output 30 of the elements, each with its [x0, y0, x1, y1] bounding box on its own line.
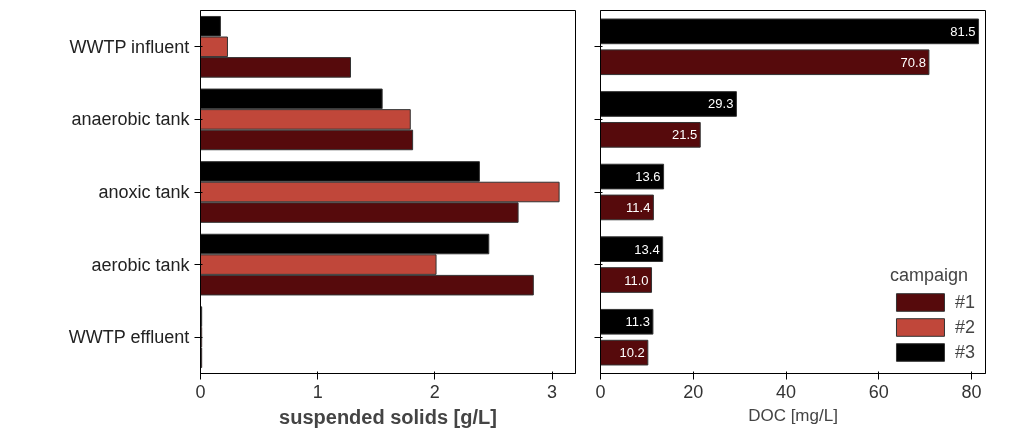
data-label: 10.2: [619, 345, 645, 361]
x-tick-label: 20: [683, 381, 704, 402]
x-tick-label: 0: [595, 381, 606, 402]
data-label: 11.3: [625, 314, 650, 330]
y-tick-label: aerobic tank: [91, 254, 191, 275]
y-tick-label: anaerobic tank: [71, 109, 191, 130]
x-tick-label: 1: [312, 381, 323, 402]
x-tick-label: 40: [776, 381, 797, 402]
legend-label: #1: [954, 291, 975, 313]
legend-label: #2: [954, 316, 975, 338]
x-tick-label: 3: [547, 381, 558, 402]
data-label: 11.4: [626, 199, 651, 215]
x-tick-label: 80: [961, 381, 982, 402]
y-tick-label: WWTP influent: [69, 36, 190, 57]
x-tick-label: 0: [195, 381, 206, 402]
data-label: 21.5: [671, 127, 698, 143]
y-tick-label: WWTP effluent: [68, 327, 190, 348]
x-axis-title: suspended solids [g/L]: [279, 405, 497, 428]
data-label: 81.5: [950, 23, 976, 39]
data-label: 29.3: [708, 96, 734, 112]
data-label: 11.0: [624, 272, 649, 288]
data-label: 13.4: [634, 241, 660, 257]
data-label: 70.8: [900, 54, 926, 70]
legend-label: #3: [954, 341, 975, 363]
x-tick-label: 60: [868, 381, 889, 402]
x-tick-label: 2: [429, 381, 440, 402]
x-axis-title: DOC [mg/L]: [748, 405, 838, 425]
legend-title: campaign: [889, 265, 969, 286]
data-label: 13.6: [635, 169, 661, 185]
y-tick-label: anoxic tank: [98, 182, 191, 202]
